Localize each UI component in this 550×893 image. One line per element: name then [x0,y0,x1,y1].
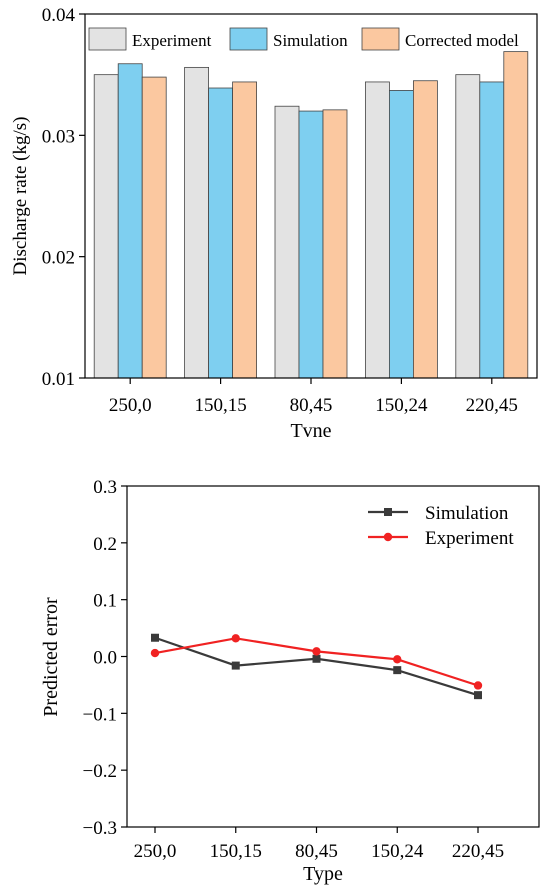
bar-experiment [455,74,481,379]
bar-simulation [117,63,143,379]
y-tick-label: 0.0 [93,648,117,669]
legend-marker [383,532,393,542]
point-experiment [473,681,483,690]
line-chart: 0.3 0.2 0.1 0.0 −0.1 −0.2 −0.3 250,0 150,15 80,4… [40,477,540,885]
bar-chart-legend: Experiment Simulation Corrected model [88,27,519,51]
bar-simulation [208,87,234,379]
line-chart-series [150,633,483,700]
x-tick-label: 220,45 [452,841,504,862]
line-simulation [154,636,479,697]
line-chart-plot-frame [126,485,540,828]
legend-label: Experiment [132,31,212,50]
bar-chart: 0.010.020.030.04 250,0 150,15 80,45 150,24 2… [10,5,538,442]
y-tick-label: 0.01 [42,369,75,390]
x-tick-label: 150,15 [210,841,262,862]
bar-simulation [479,81,505,379]
bar-experiment [93,74,119,379]
y-tick-label: 0.03 [42,126,75,147]
bar-chart-y-axis-label: Discharge rate (kg/s) [10,117,31,276]
legend-swatch [229,27,268,51]
point-simulation [231,661,240,670]
x-tick-label: 220,45 [466,395,518,416]
point-simulation [151,633,159,642]
line-chart-y-axis-label: Predicted error [40,597,62,717]
bar-chart-x-axis-label: Tvne [290,420,331,442]
point-experiment [393,655,402,664]
legend-swatch [361,27,400,51]
bar-simulation [298,110,324,379]
bar-experiment [274,105,300,379]
y-tick-label: −0.1 [83,704,117,725]
legend-marker [384,508,392,516]
line-chart-x-ticks: 250,0 150,15 80,45 150,24 220,45 [134,827,504,862]
y-tick-label: −0.2 [83,761,117,782]
bar-corrected-model [232,81,258,379]
legend-label: Experiment [425,528,514,549]
y-tick-label: −0.3 [83,818,117,839]
x-tick-label: 250,0 [109,395,152,416]
bar-experiment [184,66,210,379]
y-tick-label: 0.04 [42,5,76,26]
x-tick-label: 150,15 [194,395,246,416]
line-chart-legend: Simulation Experiment [368,503,514,549]
bar-corrected-model [503,51,529,379]
legend-label: Corrected model [405,31,519,50]
bar-chart-bars [93,51,529,379]
bar-corrected-model [141,76,167,379]
bar-chart-plot-frame [84,13,538,379]
x-tick-label: 150,24 [371,841,424,862]
line-chart-x-axis-label: Type [303,863,343,885]
y-tick-label: 0.02 [42,248,75,269]
bar-chart-x-ticks: 250,0 150,15 80,45 150,24 220,45 [109,378,518,416]
legend-label: Simulation [273,31,348,50]
point-experiment [231,634,240,643]
y-tick-label: 0.3 [93,477,117,498]
y-tick-label: 0.2 [93,534,117,555]
point-simulation [474,691,482,700]
legend-swatch [88,27,127,51]
bar-corrected-model [322,109,348,379]
x-tick-label: 80,45 [290,395,333,416]
point-experiment [150,648,160,658]
point-simulation [312,654,321,663]
line-chart-y-ticks: 0.3 0.2 0.1 0.0 −0.1 −0.2 −0.3 [83,477,127,839]
bar-simulation [388,90,414,379]
bar-experiment [364,81,390,379]
bar-corrected-model [412,80,438,379]
point-simulation [393,666,402,675]
x-tick-label: 80,45 [295,841,338,862]
y-tick-label: 0.1 [93,591,117,612]
x-tick-label: 250,0 [134,841,177,862]
point-experiment [312,647,321,656]
legend-label: Simulation [425,503,509,524]
bar-chart-y-ticks: 0.01 0.02 0.03 0.04 [42,5,85,390]
x-tick-label: 150,24 [375,395,428,416]
